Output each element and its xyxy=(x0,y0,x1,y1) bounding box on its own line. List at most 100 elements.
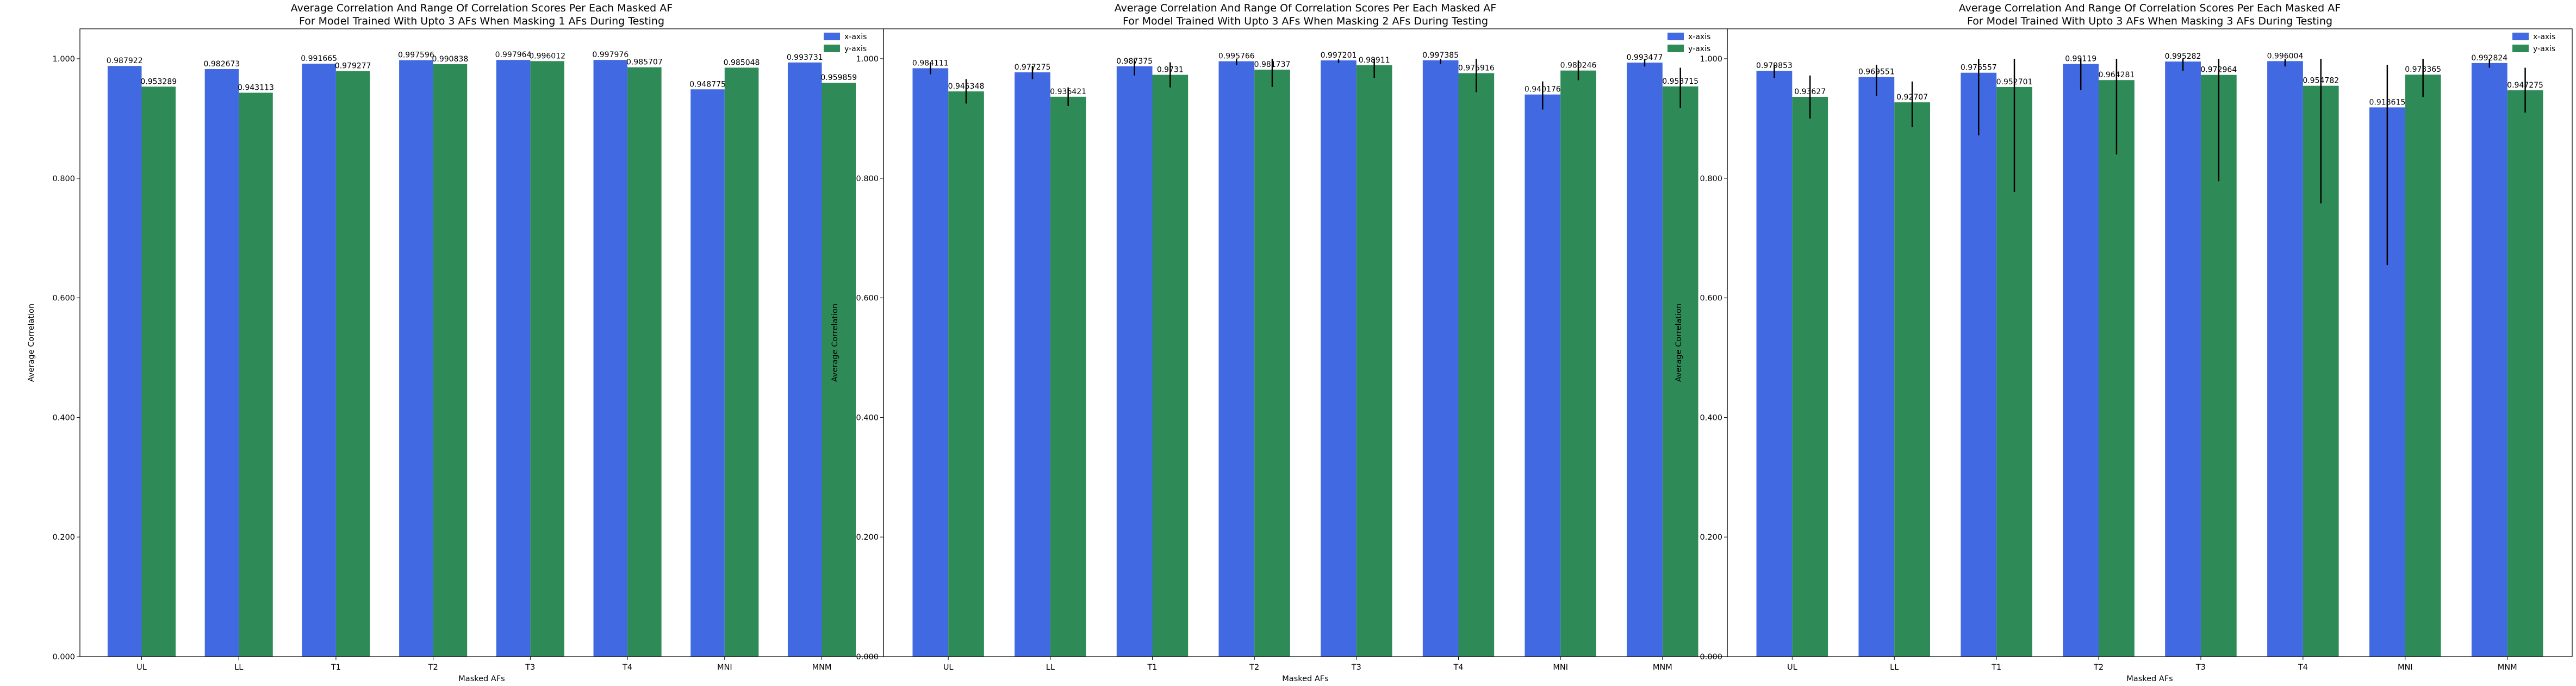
x-tick-label: T2 xyxy=(1249,663,1259,672)
data-label: 0.99119 xyxy=(2065,55,2096,64)
bar-x-axis-T2 xyxy=(2063,64,2099,657)
chart-panel-2: Average Correlation And Range Of Correla… xyxy=(831,2,1728,683)
data-label: 0.953715 xyxy=(1662,77,1698,86)
x-tick-label: T4 xyxy=(1453,663,1463,672)
x-tick-label: T3 xyxy=(1351,663,1361,672)
bar-y-axis-MNM xyxy=(1662,86,1698,657)
bar-x-axis-T3 xyxy=(1321,60,1357,657)
data-label: 0.987922 xyxy=(107,57,143,65)
x-tick-label: LL xyxy=(1046,663,1055,672)
bar-y-axis-T2 xyxy=(1254,70,1290,657)
x-tick-label: T4 xyxy=(622,663,632,672)
data-label: 0.997964 xyxy=(495,51,532,59)
bar-y-axis-MNM xyxy=(2507,90,2543,657)
y-tick-label: 0.400 xyxy=(1700,413,1722,422)
data-label: 0.977275 xyxy=(1015,63,1051,72)
data-label: 0.981737 xyxy=(1254,60,1291,69)
x-tick-label: MNM xyxy=(1653,663,1672,672)
data-label: 0.969551 xyxy=(1858,67,1895,76)
legend-swatch xyxy=(1667,45,1684,52)
bar-x-axis-UL xyxy=(912,68,949,657)
bar-y-axis-T1 xyxy=(1152,75,1189,657)
bar-y-axis-T3 xyxy=(1356,65,1392,657)
data-label: 0.953289 xyxy=(140,77,177,86)
y-tick-label: 1.000 xyxy=(856,55,879,64)
y-tick-label: 0.000 xyxy=(52,653,75,662)
bar-y-axis-T3 xyxy=(530,61,564,657)
plot-frame xyxy=(79,28,884,657)
x-tick-label: T3 xyxy=(525,663,535,672)
bar-y-axis-LL xyxy=(1894,102,1930,657)
data-label: 0.92707 xyxy=(1896,93,1928,102)
legend-label: x-axis xyxy=(844,33,867,41)
chart-subtitle: For Model Trained With Upto 3 AFs When M… xyxy=(1123,15,1488,27)
bar-x-axis-LL xyxy=(1015,72,1050,657)
data-label: 0.952701 xyxy=(1996,78,2033,86)
data-label: 0.979277 xyxy=(335,62,371,71)
x-tick-label: T1 xyxy=(331,663,341,672)
data-label: 0.979853 xyxy=(1756,61,1793,70)
data-label: 0.995766 xyxy=(1218,52,1255,61)
x-tick-label: T1 xyxy=(1147,663,1157,672)
y-tick-label: 0.600 xyxy=(1700,294,1722,303)
data-label: 0.992824 xyxy=(2471,54,2507,63)
data-label: 0.945348 xyxy=(948,82,985,91)
data-label: 0.959859 xyxy=(820,73,857,82)
data-label: 0.987375 xyxy=(1116,57,1153,66)
x-tick-label: MNM xyxy=(812,663,832,672)
bar-x-axis-MNM xyxy=(2471,63,2507,657)
y-tick-label: 0.200 xyxy=(856,533,879,542)
data-label: 0.996004 xyxy=(2267,52,2304,60)
plot-frame xyxy=(883,28,1728,657)
bar-x-axis-T1 xyxy=(1961,72,1997,657)
bar-y-axis-LL xyxy=(239,92,273,657)
x-tick-label: T2 xyxy=(428,663,438,672)
data-label: 0.991665 xyxy=(301,54,337,63)
legend-label: x-axis xyxy=(2533,33,2555,41)
bar-x-axis-T4 xyxy=(1422,60,1459,657)
x-tick-label: LL xyxy=(234,663,243,672)
x-tick-label: T4 xyxy=(2298,663,2308,672)
chart-panel-3: Average Correlation And Range Of Correla… xyxy=(1675,2,2573,683)
x-tick-label: T3 xyxy=(2195,663,2206,672)
legend-swatch xyxy=(824,45,840,52)
legend: x-axis y-axis xyxy=(2512,33,2555,53)
data-label: 0.954782 xyxy=(2303,77,2339,85)
x-tick-label: T1 xyxy=(1991,663,2001,672)
y-axis-label: Average Correlation xyxy=(27,304,36,382)
bar-y-axis-MNI xyxy=(2405,75,2441,657)
x-axis-label: Masked AFs xyxy=(2126,675,2173,683)
data-label: 0.93627 xyxy=(1794,88,1826,96)
legend-label: y-axis xyxy=(844,45,867,53)
bar-x-axis-MNI xyxy=(1525,94,1561,657)
data-label: 0.993731 xyxy=(787,53,823,62)
data-label: 0.936421 xyxy=(1050,88,1086,96)
y-tick-label: 0.000 xyxy=(1700,653,1722,662)
y-tick-label: 0.800 xyxy=(52,175,75,183)
y-tick-label: 0.400 xyxy=(52,413,75,422)
legend: x-axis y-axis xyxy=(1667,33,1710,53)
bar-x-axis-T2 xyxy=(1218,61,1255,657)
bar-y-axis-MNI xyxy=(724,67,759,657)
y-tick-label: 1.000 xyxy=(52,55,75,64)
data-label: 0.918615 xyxy=(2369,98,2405,107)
chart-panel-1: Average Correlation And Range Of Correla… xyxy=(27,2,884,683)
bar-x-axis-T1 xyxy=(302,64,336,657)
y-tick-label: 0.000 xyxy=(856,653,879,662)
bar-y-axis-UL xyxy=(141,86,176,657)
legend-label: x-axis xyxy=(1688,33,1710,41)
bar-x-axis-T4 xyxy=(593,60,628,657)
data-label: 0.982673 xyxy=(204,60,240,69)
data-label: 0.993477 xyxy=(1627,53,1663,62)
data-label: 0.98911 xyxy=(1359,56,1390,65)
data-label: 0.940176 xyxy=(1525,85,1561,94)
x-tick-label: T2 xyxy=(2093,663,2104,672)
bar-x-axis-MNM xyxy=(1627,63,1663,657)
data-label: 0.995282 xyxy=(2165,52,2201,61)
bar-x-axis-T2 xyxy=(399,60,433,657)
bar-y-axis-T2 xyxy=(2099,80,2135,657)
bar-x-axis-MNI xyxy=(690,89,725,657)
x-tick-label: UL xyxy=(136,663,147,672)
bar-y-axis-LL xyxy=(1050,96,1086,657)
